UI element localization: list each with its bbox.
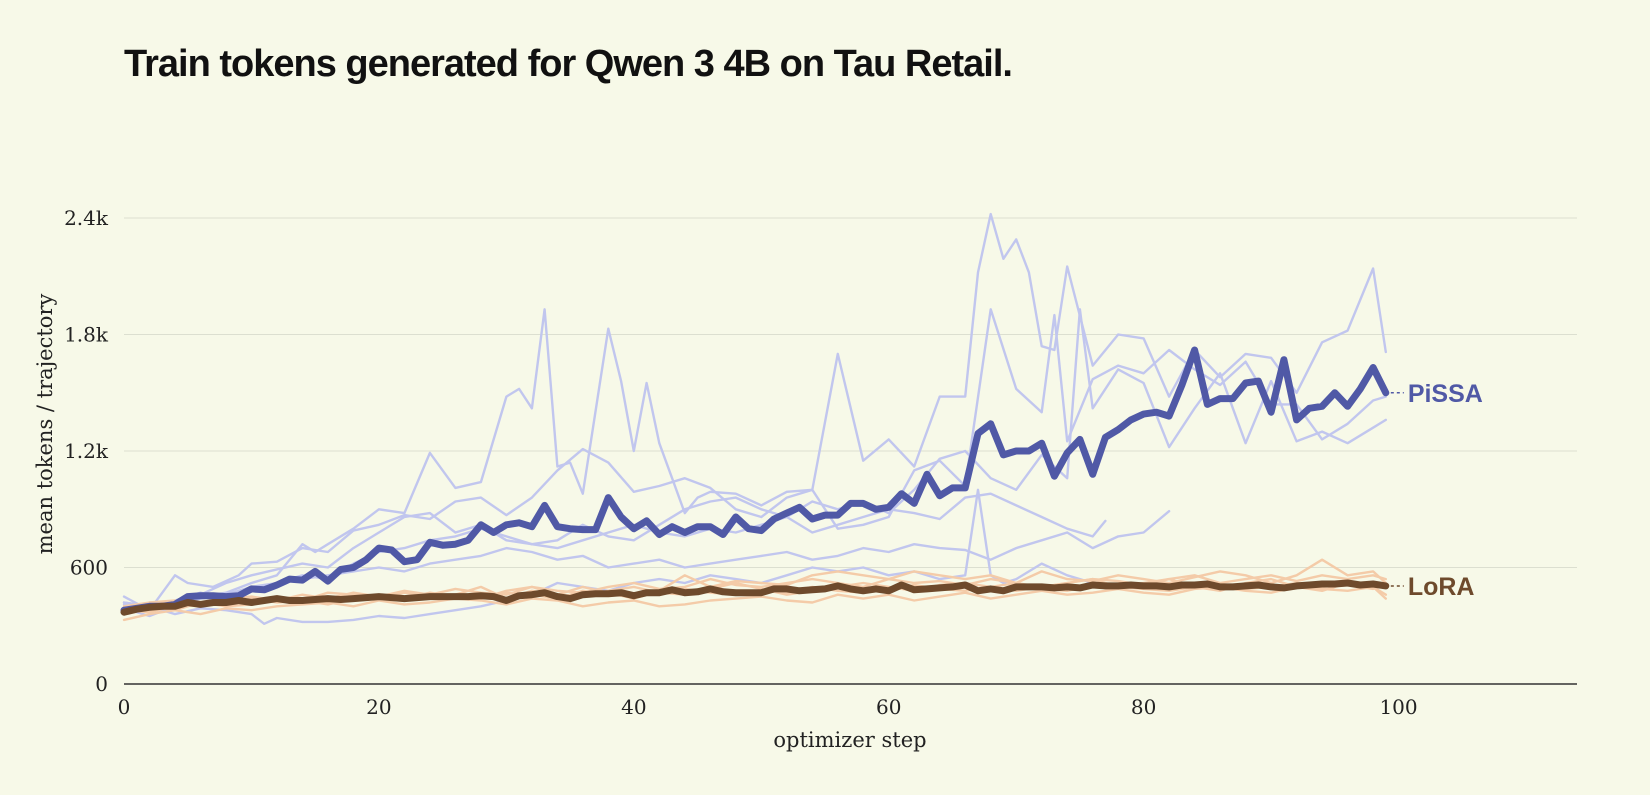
pissa-run-line [122,212,1387,608]
x-axis-label: optimizer step [773,728,926,752]
x-tick-label: 100 [1379,695,1417,719]
pissa-run-line [122,488,1094,625]
chart-title: Train tokens generated for Qwen 3 4B on … [124,43,1012,85]
lora-run-line [122,558,1387,616]
y-axis-label: mean tokens / trajectory [33,294,57,555]
pissa-run-line [122,308,1387,612]
x-tick-label: 40 [621,695,646,719]
x-tick-label: 0 [118,695,131,719]
x-tick-label: 20 [366,695,391,719]
individual-runs [122,212,1387,625]
pissa-mean-line [120,346,1390,614]
y-tick-label: 1.2k [64,439,109,463]
y-tick-label: 0 [95,672,108,696]
lora-series-label: LoRA [1408,573,1475,601]
x-tick-label: 60 [876,695,901,719]
y-tick-label: 600 [70,556,108,580]
y-tick-label: 1.8k [64,323,109,347]
x-tick-label: 80 [1131,695,1156,719]
lora-mean-line [120,579,1390,616]
lora-run-line [122,585,1387,622]
series-labels: PiSSA LoRA [1390,380,1483,601]
y-tick-label: 2.4k [64,206,109,230]
pissa-series-label: PiSSA [1408,380,1483,408]
y-tick-labels: 0 600 1.2k 1.8k 2.4k [64,206,109,696]
x-tick-labels: 0 20 40 60 80 100 [118,695,1418,719]
mean-lines [120,346,1390,616]
pissa-run-line [122,308,1387,618]
